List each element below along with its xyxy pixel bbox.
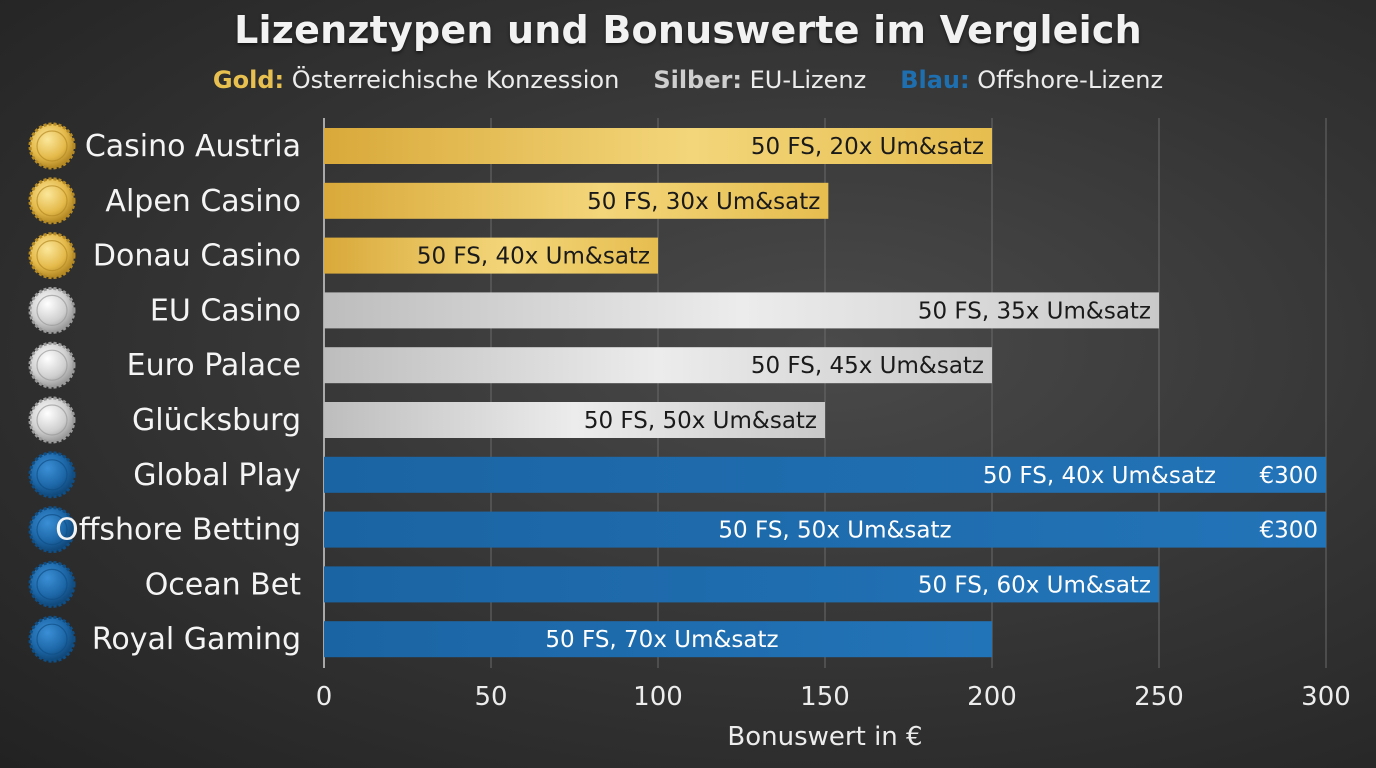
category-label: Royal Gaming: [92, 622, 301, 657]
bar-text-label: 50 FS, 60x Um&satz: [918, 572, 1151, 598]
license-coin-icon: [28, 122, 76, 170]
category-label: Donau Casino: [93, 239, 301, 274]
bar: [324, 566, 1159, 603]
legend-key-blue: Blau:: [900, 66, 970, 94]
category-label: Casino Austria: [85, 129, 301, 164]
x-tick-label: 200: [967, 682, 1017, 712]
category-label: Euro Palace: [127, 348, 301, 383]
bar-text-label: 50 FS, 35x Um&satz: [918, 298, 1151, 324]
license-coin-icon: [28, 396, 76, 444]
x-tick-label: 300: [1301, 682, 1351, 712]
bar-text-label: 50 FS, 20x Um&satz: [751, 134, 984, 160]
license-coin-icon: [28, 451, 76, 499]
category-label: Global Play: [133, 458, 301, 493]
bar-value-label: €300: [1259, 463, 1318, 489]
category-label: EU Casino: [150, 293, 301, 328]
bar: [324, 621, 992, 658]
bar-text-label: 50 FS, 40x Um&satz: [983, 463, 1216, 489]
bar: [324, 292, 1159, 329]
category-label: Offshore Betting: [55, 513, 301, 548]
x-tick-label: 250: [1134, 682, 1184, 712]
bar: [324, 456, 1326, 493]
legend-text-blue: Offshore-Lizenz: [977, 66, 1164, 94]
x-axis: 0 50 100 150 200 250 300: [316, 682, 1351, 712]
bar: [324, 511, 1326, 548]
bar: [324, 128, 992, 164]
license-coin-icon: [28, 615, 76, 663]
legend-key-gold: Gold:: [212, 66, 285, 94]
license-coin-icon: [28, 232, 76, 280]
bar: [324, 237, 658, 274]
x-axis-title: Bonuswert in €: [727, 722, 922, 752]
legend-item-silver: Silber: EU-Lizenz: [653, 66, 866, 94]
license-coin-icon: [28, 341, 76, 389]
bar-value-label: €300: [1259, 518, 1318, 544]
category-label: Glücksburg: [132, 403, 301, 438]
license-coin-icon: [28, 286, 76, 334]
bar: [324, 402, 825, 438]
license-coin-icon: [28, 506, 76, 554]
bar-text-label: 50 FS, 30x Um&satz: [587, 189, 820, 215]
bar-series: Casino Austria 50 FS, 20x Um&satz Alpen Ca…: [28, 122, 1326, 663]
bar: [324, 182, 829, 219]
license-coin-icon: [28, 177, 76, 225]
chart-legend: Gold: Österreichische Konzession Silber:…: [0, 66, 1376, 94]
bar-text-label: 50 FS, 50x Um&satz: [718, 518, 951, 544]
license-coin-icon: [28, 560, 76, 608]
category-label: Alpen Casino: [105, 184, 301, 219]
x-tick-label: 100: [633, 682, 683, 712]
bar-text-label: 50 FS, 45x Um&satz: [751, 353, 984, 379]
legend-text-gold: Österreichische Konzession: [291, 66, 620, 94]
chart-title: Lizenztypen und Bonuswerte im Vergleich: [234, 8, 1142, 52]
x-tick-label: 50: [474, 682, 507, 712]
bar-text-label: 50 FS, 40x Um&satz: [417, 244, 650, 270]
legend-text-silver: EU-Lizenz: [749, 66, 867, 94]
x-tick-label: 0: [316, 682, 333, 712]
bar-text-label: 50 FS, 50x Um&satz: [584, 408, 817, 434]
bar: [324, 347, 992, 384]
legend-item-blue: Blau: Offshore-Lizenz: [900, 66, 1163, 94]
bar-text-label: 50 FS, 70x Um&satz: [545, 627, 778, 653]
legend-key-silver: Silber:: [653, 66, 742, 94]
x-tick-label: 150: [800, 682, 850, 712]
legend-item-gold: Gold: Österreichische Konzession: [213, 66, 619, 94]
category-label: Ocean Bet: [145, 567, 302, 602]
